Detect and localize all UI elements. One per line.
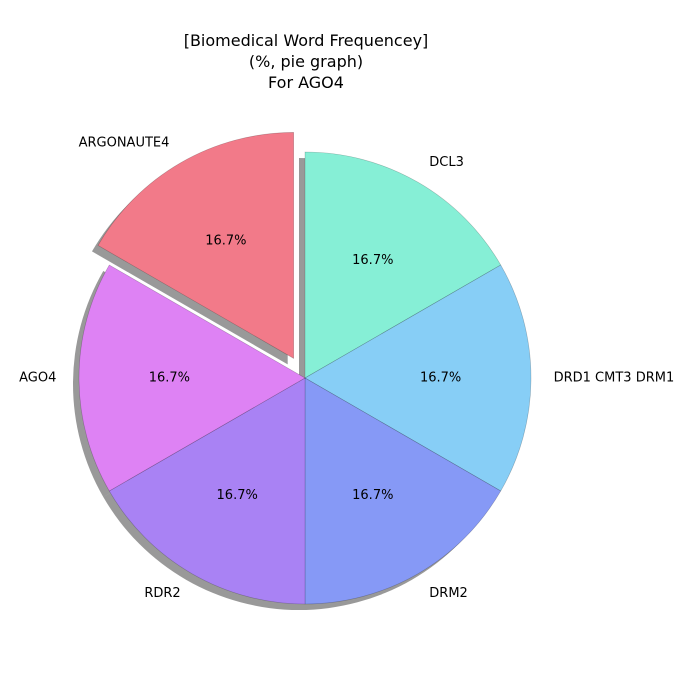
slice-ago4: [78, 264, 306, 492]
slice-drd1-cmt3-drm1: [304, 264, 532, 492]
slice-label-ago4: AGO4: [19, 371, 56, 386]
slice-percent-dcl3: 16.7%: [352, 253, 393, 268]
slice-percent-argonaute4: 16.7%: [205, 233, 246, 248]
slice-percent-ago4: 16.7%: [149, 371, 190, 386]
chart-title-line-2: (%, pie graph): [249, 52, 363, 71]
chart-title-line-3: For AGO4: [268, 73, 344, 92]
slice-rdr2: [108, 377, 306, 605]
slice-label-argonaute4: ARGONAUTE4: [79, 136, 170, 151]
pie-slices: [78, 132, 532, 605]
slice-percent-drd1-cmt3-drm1: 16.7%: [420, 371, 461, 386]
slice-argonaute4: [97, 132, 294, 359]
slice-percent-drm2: 16.7%: [352, 488, 393, 503]
slice-label-drd1-cmt3-drm1: DRD1 CMT3 DRM1: [554, 371, 675, 386]
chart-title-line-1: [Biomedical Word Frequencey]: [184, 31, 429, 50]
slice-dcl3: [304, 151, 502, 379]
slice-label-drm2: DRM2: [429, 586, 468, 601]
slice-percent-rdr2: 16.7%: [217, 488, 258, 503]
slice-drm2: [304, 377, 502, 605]
slice-label-dcl3: DCL3: [429, 155, 464, 170]
pie-labels: DCL3 16.7% DRD1 CMT3 DRM1 16.7% DRM2 16.7% RDR…: [19, 136, 674, 601]
slice-label-rdr2: RDR2: [144, 586, 180, 601]
